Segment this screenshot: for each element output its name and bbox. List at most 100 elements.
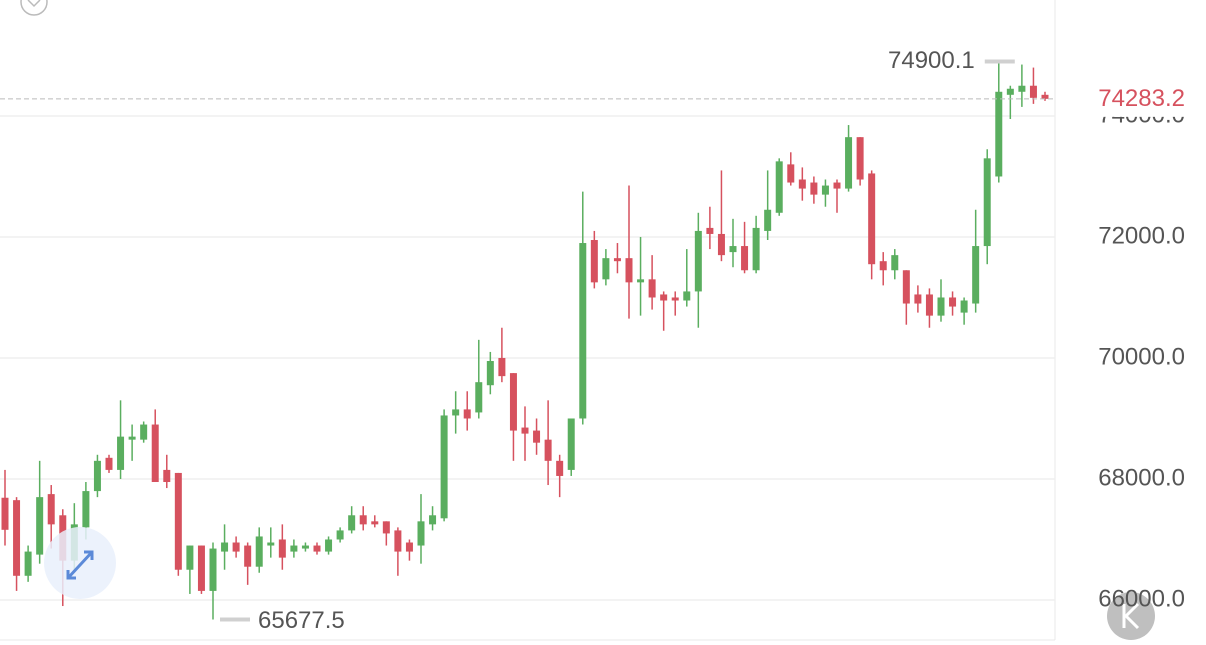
candle-body — [382, 521, 390, 534]
candle-body — [1041, 94, 1049, 99]
y-tick-label: 72000.0 — [1098, 222, 1185, 249]
candle-body — [1006, 88, 1014, 95]
candle-body — [764, 209, 772, 231]
price-label-bg — [1060, 80, 1206, 117]
candle-body — [232, 542, 240, 552]
candle-body — [47, 494, 55, 525]
candle-body — [960, 300, 968, 313]
candle-body — [741, 246, 749, 271]
menu-icon[interactable] — [20, 0, 48, 16]
candle-body — [36, 497, 44, 555]
candle-body — [244, 545, 252, 567]
candle-body — [452, 409, 460, 416]
candle-body — [405, 542, 413, 552]
candle-body — [24, 551, 32, 576]
menu-icon-arrow — [27, 0, 41, 8]
candle-body — [902, 270, 910, 304]
candle-body — [521, 427, 529, 434]
button-bg — [1107, 592, 1155, 640]
candle-body — [821, 185, 829, 195]
candle-body — [394, 530, 402, 552]
candle-body — [371, 521, 379, 525]
y-tick-label: 68000.0 — [1098, 464, 1185, 491]
candle-body — [856, 137, 864, 180]
candle-body — [648, 279, 656, 298]
candle-body — [625, 258, 633, 283]
min-label: 65677.5 — [258, 607, 345, 634]
candle-body — [637, 279, 645, 283]
candle-body — [313, 545, 321, 552]
candle-body — [336, 530, 344, 540]
candle-body — [533, 430, 541, 443]
candle-body — [197, 545, 205, 591]
y-tick-label: 70000.0 — [1098, 343, 1185, 370]
draw-tool-button[interactable] — [44, 527, 116, 599]
price-label: 74283.2 — [1098, 85, 1185, 112]
candle-body — [694, 230, 702, 292]
candle-body — [845, 137, 853, 189]
candle-body — [1029, 85, 1037, 98]
candle-body — [544, 439, 552, 461]
candle-body — [810, 182, 818, 195]
candle-body — [290, 545, 298, 552]
candle-body — [937, 297, 945, 316]
candle-body — [301, 545, 309, 549]
candle-body — [683, 291, 691, 301]
candle-body — [879, 261, 887, 271]
candle-body — [613, 258, 621, 262]
candle-body — [949, 297, 957, 307]
candle-body — [209, 548, 217, 591]
candle-body — [82, 491, 90, 528]
candle-body — [833, 182, 841, 189]
candle-body — [775, 161, 783, 213]
y-tick-label: 66000.0 — [1098, 585, 1185, 612]
candle-body — [752, 227, 760, 271]
candle-body — [509, 373, 517, 431]
candle-body — [13, 500, 21, 576]
candle-body — [972, 246, 980, 304]
plot — [0, 61, 1055, 620]
candle-body — [717, 233, 725, 256]
candle-body — [891, 255, 899, 271]
candle-body — [706, 227, 714, 234]
button-icon — [66, 550, 94, 580]
candle-body — [429, 515, 437, 525]
candle-body — [498, 357, 506, 377]
candle-body — [163, 469, 171, 483]
candle-body — [671, 297, 679, 301]
candle-body — [1, 497, 9, 530]
candle-body — [117, 436, 125, 470]
candle-body — [868, 173, 876, 265]
candle-body — [475, 382, 483, 413]
candle-body — [267, 542, 275, 546]
candle-body — [729, 246, 737, 253]
k-button[interactable] — [1107, 592, 1155, 640]
candle-body — [140, 424, 148, 440]
candle-body — [556, 460, 564, 476]
candle-body — [983, 158, 991, 247]
candle-body — [590, 240, 598, 283]
candle-body — [128, 436, 136, 440]
candle-body — [174, 472, 182, 570]
candle-body — [151, 424, 159, 483]
candle-body — [348, 515, 356, 531]
candle-body — [567, 418, 575, 470]
candle-body — [325, 539, 333, 552]
candle-body — [798, 179, 806, 189]
candle-body — [579, 243, 587, 419]
candle-body — [486, 361, 494, 386]
candle-body — [440, 415, 448, 519]
candle-body — [186, 545, 194, 570]
candle-body — [93, 460, 101, 492]
candle-body — [602, 258, 610, 280]
candle-body — [105, 457, 113, 470]
candle-body — [995, 91, 1003, 177]
max-label: 74900.1 — [888, 47, 975, 74]
candle-body — [221, 542, 229, 552]
candle-body — [278, 539, 286, 558]
candle-body — [787, 164, 795, 183]
candle-body — [914, 294, 922, 304]
button-icon — [1122, 602, 1140, 630]
candle-body — [255, 536, 263, 567]
